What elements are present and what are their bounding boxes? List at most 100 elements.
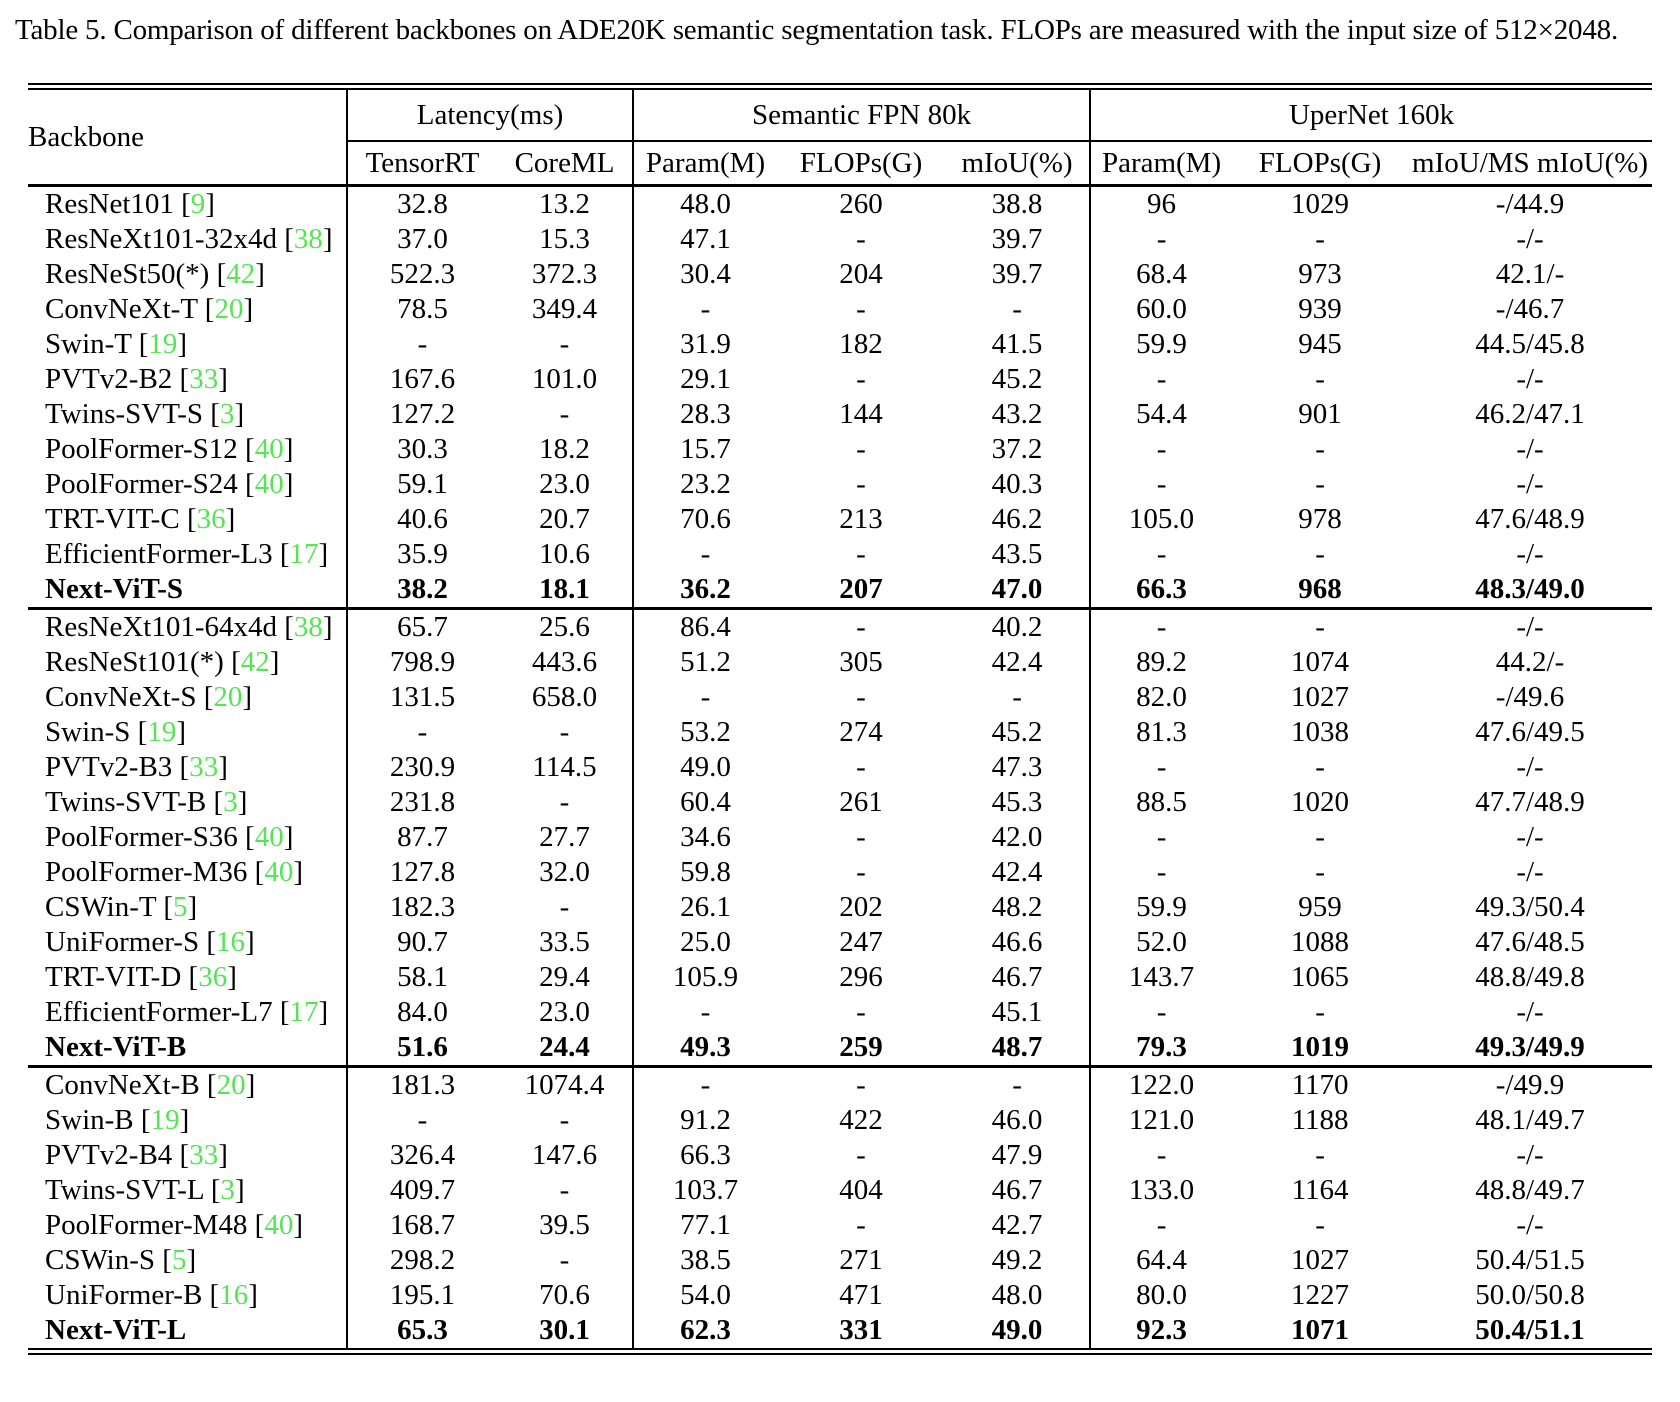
value-cell: - <box>856 856 866 888</box>
backbone-cell: Twins-SVT-S [3] <box>28 397 347 432</box>
value-cell: 59.8 <box>632 855 778 890</box>
value-cell: 32.0 <box>539 856 590 888</box>
value-cell: - <box>1012 293 1022 325</box>
value-cell: 41.5 <box>991 328 1043 360</box>
citation-number: 42 <box>240 646 270 678</box>
value-cell: 1088 <box>1291 926 1350 958</box>
table-row: CSWin-S [5] 298.2-38.5 271 49.2 64.4 1027 50.4… <box>28 1243 1652 1278</box>
value-cell: 43.5 <box>991 538 1043 570</box>
value-cell: 59.1 <box>346 467 497 502</box>
backbone-name: ConvNeXt-B <box>45 1069 200 1101</box>
value-cell: -/46.7 <box>1495 293 1565 325</box>
backbone-cell: Next-ViT-L <box>28 1313 347 1352</box>
citation-ref[interactable]: [5] <box>155 1244 197 1276</box>
value-cell: - <box>632 292 778 327</box>
citation-number: 40 <box>254 821 284 853</box>
value-cell: - <box>1315 363 1325 395</box>
citation-ref[interactable]: [19] <box>130 716 187 748</box>
value-cell: 1020 <box>1291 786 1350 818</box>
value-cell: 43.2 <box>991 398 1043 430</box>
backbone-cell: ResNeSt50(*) [42] <box>28 257 347 292</box>
value-cell: 91.2 <box>632 1103 778 1138</box>
value-cell: 86.4 <box>632 608 778 645</box>
citation-number: 17 <box>289 538 319 570</box>
value-cell: - <box>632 537 778 572</box>
citation-ref[interactable]: [33] <box>172 1139 228 1171</box>
value-cell: 658.0 <box>531 681 598 713</box>
value-cell: - <box>1089 537 1233 572</box>
backbone-cell: ConvNeXt-S [20] <box>28 680 347 715</box>
citation-ref[interactable]: [3] <box>206 786 248 818</box>
backbone-name: TRT-VIT-C <box>45 503 180 535</box>
citation-ref[interactable]: [9] <box>173 188 215 220</box>
citation-ref[interactable]: [19] <box>131 328 188 360</box>
citation-ref[interactable]: [20] <box>196 681 253 713</box>
backbone-name: Next-ViT-L <box>45 1314 187 1346</box>
citation-ref[interactable]: [5] <box>156 891 198 923</box>
backbone-cell: UniFormer-B [16] <box>28 1278 347 1313</box>
value-cell: 79.3 <box>1089 1030 1233 1067</box>
value-cell: 32.8 <box>346 185 497 222</box>
value-cell: 48.0 <box>991 1279 1043 1311</box>
value-cell: - <box>559 398 570 430</box>
citation-ref[interactable]: [3] <box>203 398 245 430</box>
backbone-cell: PVTv2-B2 [33] <box>28 362 347 397</box>
citation-ref[interactable]: [38] <box>276 223 333 255</box>
citation-ref[interactable]: [20] <box>199 1069 256 1101</box>
value-cell: 50.4/51.5 <box>1475 1244 1585 1276</box>
value-cell: 65.3 <box>346 1313 497 1352</box>
value-cell: 195.1 <box>346 1278 497 1313</box>
value-cell: 260 <box>839 188 883 220</box>
value-cell: 46.7 <box>991 1174 1043 1206</box>
value-cell: 39.5 <box>539 1209 590 1241</box>
table-row: Next-ViT-B 51.6 24.4 49.3 259 48.7 79.3 1019 49.… <box>28 1030 1652 1067</box>
table-section-1: ResNet101 [9] 32.8 13.2 48.0 260 38.8 96 1029 -/… <box>28 185 1652 609</box>
value-cell: 58.1 <box>346 960 497 995</box>
citation-ref[interactable]: [33] <box>172 751 228 783</box>
citation-ref[interactable]: [40] <box>247 1209 304 1241</box>
value-cell: 40.3 <box>991 468 1043 500</box>
value-cell: 182 <box>839 328 883 360</box>
value-cell: 59.9 <box>1089 327 1233 362</box>
value-cell: 42.4 <box>991 856 1043 888</box>
citation-ref[interactable]: [38] <box>276 611 333 643</box>
value-cell: - <box>1089 1208 1233 1243</box>
value-cell: 259 <box>839 1031 883 1063</box>
value-cell: -/- <box>1516 821 1544 853</box>
backbone-cell: ResNeSt101(*) [42] <box>28 645 347 680</box>
citation-ref[interactable]: [40] <box>237 433 294 465</box>
citation-ref[interactable]: [40] <box>237 821 294 853</box>
value-cell: 1027 <box>1291 681 1350 713</box>
table-row: ResNeSt101(*) [42] 798.9 443.6 51.2 305 42.4 8… <box>28 645 1652 680</box>
citation-number: 3 <box>220 1174 235 1206</box>
value-cell: - <box>856 821 866 853</box>
citation-ref[interactable]: [16] <box>199 926 255 958</box>
citation-ref[interactable]: [17] <box>272 996 329 1028</box>
backbone-name: ResNet101 <box>45 188 174 220</box>
citation-ref[interactable]: [36] <box>181 961 237 993</box>
table-row: Swin-B [19] - -91.2 422 46.0 121.0 1188 48.1/49… <box>28 1103 1652 1138</box>
value-cell: 105.0 <box>1089 502 1233 537</box>
citation-number: 9 <box>190 188 206 220</box>
citation-ref[interactable]: [42] <box>223 646 280 678</box>
backbone-cell: ResNeXt101-64x4d [38] <box>28 609 347 646</box>
citation-ref[interactable]: [40] <box>247 856 304 888</box>
citation-ref[interactable]: [20] <box>197 293 254 325</box>
citation-ref[interactable]: [36] <box>179 503 236 535</box>
citation-ref[interactable]: [40] <box>237 468 294 500</box>
value-cell: 103.7 <box>632 1173 778 1208</box>
citation-ref[interactable]: [16] <box>202 1279 258 1311</box>
value-cell: 47.1 <box>632 222 778 257</box>
citation-ref[interactable]: [19] <box>133 1104 190 1136</box>
value-cell: 271 <box>839 1244 883 1276</box>
value-cell: - <box>856 363 866 395</box>
citation-ref[interactable]: [3] <box>203 1174 245 1206</box>
value-cell: 404 <box>839 1174 883 1206</box>
citation-ref[interactable]: [42] <box>209 258 265 290</box>
value-cell: - <box>1315 1209 1325 1241</box>
citation-ref[interactable]: [33] <box>172 363 228 395</box>
value-cell: 90.7 <box>346 925 497 960</box>
citation-ref[interactable]: [17] <box>272 538 329 570</box>
value-cell: 80.0 <box>1089 1278 1233 1313</box>
table-caption: Table 5. Comparison of different backbon… <box>15 14 1618 46</box>
